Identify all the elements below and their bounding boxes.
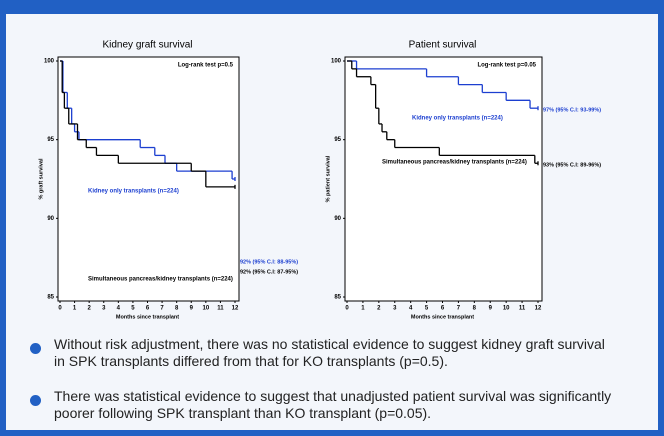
x-tick-label: 10	[202, 306, 209, 312]
x-tick-label: 4	[117, 306, 121, 312]
end-label: 97% (95% C.I: 93-99%)	[543, 107, 601, 113]
x-tick-label: 6	[441, 306, 445, 312]
x-tick-label: 12	[535, 306, 542, 312]
x-tick-label: 9	[190, 306, 194, 312]
series-label: Simultaneous pancreas/kidney transplants…	[382, 160, 527, 166]
bullet-dot	[30, 395, 41, 406]
series-label: Kidney only transplants (n=224)	[88, 189, 179, 195]
y-tick-label: 90	[47, 216, 54, 222]
x-tick-label: 5	[425, 306, 429, 312]
chart-title: Patient survival	[409, 40, 477, 51]
x-tick-label: 12	[232, 306, 239, 312]
x-axis-label: Months since transplant	[411, 314, 474, 320]
y-tick-label: 95	[334, 137, 341, 143]
x-tick-label: 0	[58, 306, 62, 312]
x-axis-label: Months since transplant	[116, 314, 179, 320]
x-tick-label: 2	[87, 306, 91, 312]
y-axis-label: % patient survival	[325, 155, 331, 202]
x-tick-label: 5	[131, 306, 135, 312]
chart-title: Kidney graft survival	[102, 40, 192, 51]
x-tick-label: 7	[160, 306, 164, 312]
bullet-dot	[30, 343, 41, 354]
y-tick-label: 85	[334, 295, 341, 301]
end-label: 93% (95% C.I: 89-96%)	[543, 162, 601, 168]
x-tick-label: 3	[102, 306, 106, 312]
y-tick-label: 90	[334, 216, 341, 222]
x-tick-label: 9	[489, 306, 493, 312]
bullet-text: There was statistical evidence to sugges…	[54, 388, 612, 421]
x-tick-label: 3	[393, 306, 397, 312]
y-tick-label: 95	[47, 137, 54, 143]
plot-frame	[344, 56, 543, 302]
x-tick-label: 6	[146, 306, 150, 312]
x-tick-label: 8	[175, 306, 179, 312]
x-tick-label: 1	[361, 306, 365, 312]
x-tick-label: 8	[473, 306, 477, 312]
bullet-text: Without risk adjustment, there was no st…	[54, 336, 605, 369]
x-tick-label: 4	[409, 306, 413, 312]
x-tick-label: 11	[519, 306, 526, 312]
x-tick-label: 1	[73, 306, 77, 312]
x-tick-label: 0	[345, 306, 349, 312]
x-tick-label: 10	[503, 306, 510, 312]
x-tick-label: 11	[217, 306, 224, 312]
end-label: 92% (95% C.I: 88-95%)	[240, 259, 298, 265]
log-rank-note: Log-rank test p=0.05	[477, 63, 536, 69]
y-tick-label: 100	[331, 59, 342, 65]
log-rank-note: Log-rank test p=0.5	[178, 63, 234, 69]
end-label: 92% (95% C.I: 87-95%)	[240, 269, 298, 275]
y-tick-label: 85	[47, 295, 54, 301]
x-tick-label: 2	[377, 306, 381, 312]
y-axis-label: % graft survival	[38, 158, 44, 199]
series-label: Kidney only transplants (n=224)	[412, 116, 503, 122]
plot-frame	[57, 56, 240, 302]
series-label: Simultaneous pancreas/kidney transplants…	[88, 277, 233, 283]
y-tick-label: 100	[44, 59, 55, 65]
x-tick-label: 7	[457, 306, 461, 312]
